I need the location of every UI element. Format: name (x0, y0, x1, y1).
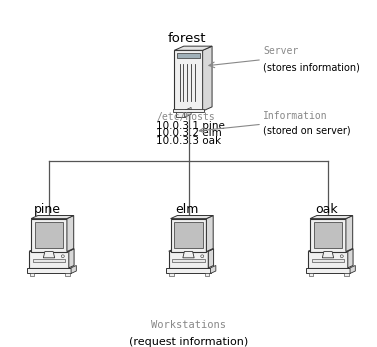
Bar (174, 50, 203, 111)
Bar (176, 110, 185, 117)
Bar (65, 273, 69, 276)
Polygon shape (322, 252, 334, 258)
Text: pine: pine (34, 203, 61, 216)
Circle shape (201, 255, 204, 257)
Polygon shape (169, 249, 213, 251)
Text: elm: elm (175, 203, 198, 216)
Text: 10.0.3.2 elm: 10.0.3.2 elm (156, 128, 222, 138)
Text: (stores information): (stores information) (263, 62, 360, 73)
Bar (312, 259, 344, 262)
Bar (204, 273, 209, 276)
Bar (308, 251, 348, 268)
Polygon shape (310, 215, 352, 219)
Polygon shape (210, 265, 216, 273)
Polygon shape (69, 249, 74, 268)
Text: forest: forest (167, 32, 206, 45)
Polygon shape (348, 249, 353, 268)
Text: oak: oak (315, 203, 337, 216)
Polygon shape (67, 215, 74, 252)
Text: 10.0.3.1 pine: 10.0.3.1 pine (156, 121, 225, 131)
Bar (177, 53, 200, 58)
Circle shape (340, 255, 343, 257)
Bar (31, 219, 67, 252)
Circle shape (61, 255, 64, 257)
Bar (174, 222, 203, 248)
Polygon shape (350, 265, 355, 273)
Polygon shape (43, 252, 55, 258)
Polygon shape (174, 46, 212, 50)
Bar (306, 268, 350, 273)
Polygon shape (346, 215, 352, 252)
Text: Information: Information (263, 111, 328, 121)
Polygon shape (185, 108, 191, 117)
Text: 10.0.3.3 oak: 10.0.3.3 oak (156, 136, 222, 146)
Text: (request information): (request information) (129, 337, 248, 347)
Polygon shape (29, 249, 74, 251)
Polygon shape (183, 252, 194, 258)
Bar (173, 259, 204, 262)
Polygon shape (203, 46, 212, 111)
Polygon shape (308, 249, 353, 251)
Bar (29, 251, 69, 268)
Bar (170, 219, 207, 252)
Polygon shape (208, 249, 213, 268)
Bar (173, 109, 204, 112)
Bar (309, 273, 314, 276)
Bar (314, 222, 342, 248)
Text: Workstations: Workstations (151, 320, 226, 330)
Polygon shape (71, 265, 76, 273)
Bar (33, 259, 65, 262)
Bar (169, 251, 208, 268)
Polygon shape (31, 215, 74, 219)
Bar (169, 273, 174, 276)
Polygon shape (170, 215, 213, 219)
Bar (35, 222, 63, 248)
Text: Server: Server (263, 46, 299, 56)
Text: /etc/hosts: /etc/hosts (156, 112, 215, 122)
Bar (310, 219, 346, 252)
Bar (27, 268, 71, 273)
Polygon shape (207, 215, 213, 252)
Text: (stored on server): (stored on server) (263, 126, 351, 136)
Bar (167, 268, 210, 273)
Bar (344, 273, 348, 276)
Bar (30, 273, 35, 276)
